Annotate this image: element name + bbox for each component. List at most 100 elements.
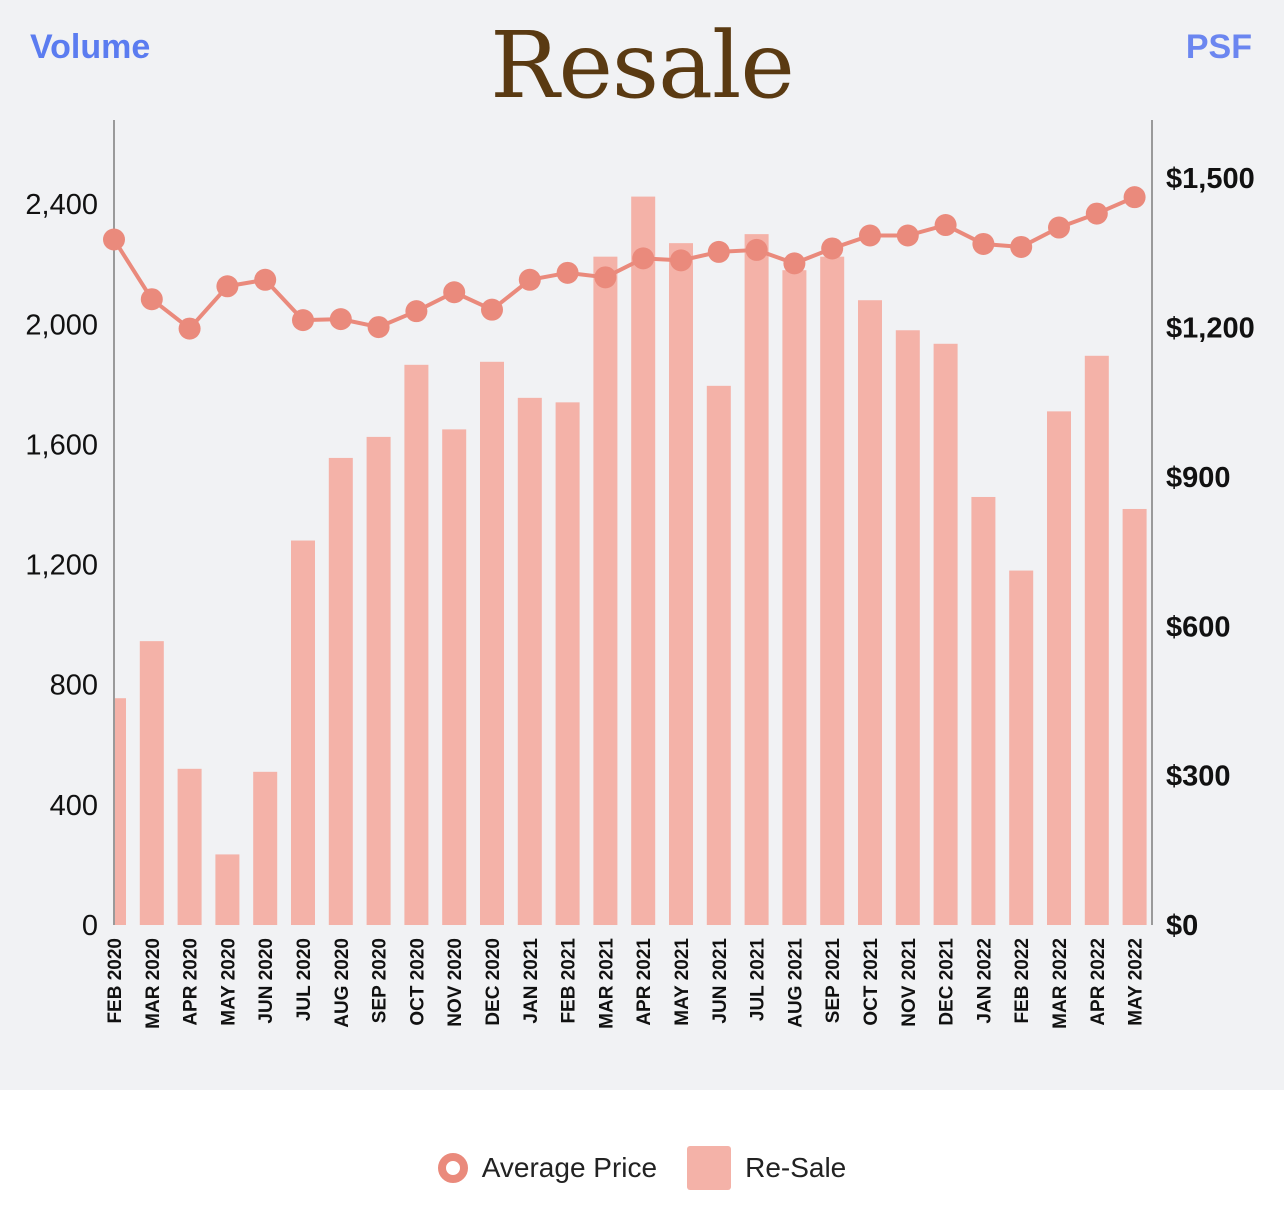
x-tick-label-3: APR 2020 (181, 938, 202, 1026)
bar-2 (139, 641, 164, 925)
x-tick-label-9: OCT 2020 (407, 938, 428, 1026)
x-tick-label-27: APR 2022 (1088, 938, 1109, 1026)
average-price-point-12 (518, 268, 541, 291)
average-price-point-14 (594, 266, 617, 289)
bar-24 (971, 496, 996, 925)
bar-5 (253, 771, 278, 925)
legend-marker-average-price (437, 1153, 468, 1183)
x-tick-label-23: DEC 2021 (937, 938, 958, 1026)
left-tick-label-5: 1,600 (25, 429, 98, 461)
left-tick-label-4: 1,200 (25, 550, 98, 582)
legend-label-average-price: Average Price (481, 1152, 658, 1183)
chart-plot: 0 400 800 1,200 1,600 2,000 2,400 $0 $300 $600 $90… (25, 120, 1255, 1029)
average-price-point-10 (443, 281, 466, 304)
average-price-point-22 (896, 224, 919, 247)
bar-7 (328, 457, 353, 925)
bar-21 (858, 300, 882, 925)
bar-11 (480, 361, 504, 925)
left-tick-label-2: 400 (50, 790, 98, 822)
bar-9 (404, 364, 429, 926)
bar-13 (555, 402, 580, 926)
bar-10 (442, 429, 467, 925)
average-price-point-2 (140, 288, 163, 311)
average-price-point-18 (745, 238, 768, 261)
average-price-point-8 (367, 316, 390, 339)
average-price-point-9 (405, 300, 428, 323)
legend-item-re-sale[interactable]: Re-Sale (687, 1146, 846, 1190)
x-tick-label-22: NOV 2021 (899, 938, 920, 1027)
bar-22 (895, 330, 920, 925)
right-axis-title: PSF (1185, 28, 1252, 66)
average-price-point-27 (1085, 202, 1108, 225)
bar-1 (114, 698, 126, 925)
average-price-point-17 (707, 240, 730, 263)
x-tick-label-7: AUG 2020 (332, 938, 353, 1028)
x-tick-label-14: MAR 2021 (596, 938, 617, 1029)
bar-26 (1047, 411, 1071, 925)
x-tick-label-10: NOV 2020 (445, 938, 466, 1027)
legend-marker-re-sale (687, 1146, 732, 1190)
left-axis-title: Volume (30, 28, 151, 66)
bar-16 (669, 243, 693, 926)
x-tick-label-28: MAY 2022 (1126, 938, 1147, 1026)
bar-28 (1122, 508, 1147, 925)
average-price-point-15 (632, 247, 655, 270)
x-tick-label-18: JUL 2021 (748, 938, 769, 1022)
average-price-point-23 (934, 214, 957, 237)
average-price-point-7 (329, 308, 352, 331)
average-price-point-11 (481, 298, 503, 321)
bar-14 (593, 256, 618, 925)
x-tick-label-26: MAR 2022 (1050, 938, 1071, 1029)
average-price-point-6 (292, 309, 314, 332)
x-tick-label-6: JUL 2020 (294, 938, 315, 1021)
right-tick-label-5: $1,200 (1166, 313, 1255, 345)
left-tick-label-6: 2,000 (25, 309, 98, 341)
average-price-line (112, 195, 1136, 331)
bar-25 (1009, 570, 1034, 925)
x-tick-label-5: JUN 2020 (256, 938, 277, 1024)
average-price-point-26 (1048, 216, 1070, 239)
bar-18 (744, 234, 769, 925)
legend-label-re-sale: Re-Sale (745, 1152, 847, 1183)
x-tick-label-11: DEC 2020 (483, 938, 504, 1026)
average-price-point-28 (1123, 186, 1146, 209)
bar-23 (933, 343, 958, 926)
bar-20 (820, 256, 845, 925)
bar-19 (782, 270, 807, 926)
right-tick-label-4: $900 (1166, 462, 1231, 494)
bar-15 (631, 196, 656, 925)
x-tick-label-13: FEB 2021 (559, 938, 580, 1024)
x-tick-label-4: MAY 2020 (218, 938, 239, 1026)
right-tick-label-3: $600 (1166, 611, 1231, 643)
x-tick-label-8: SEP 2020 (370, 938, 391, 1023)
x-tick-label-2: MAR 2020 (143, 938, 164, 1029)
right-tick-label-2: $300 (1166, 761, 1231, 793)
average-price-point-1 (103, 228, 125, 251)
right-tick-label-1: $0 (1166, 910, 1198, 942)
left-tick-label-3: 800 (50, 670, 98, 702)
average-price-point-25 (1010, 235, 1033, 258)
legend-item-average-price[interactable]: Average Price (437, 1152, 658, 1184)
x-tick-label-15: APR 2021 (634, 938, 655, 1026)
right-tick-label-6: $1,500 (1166, 163, 1255, 195)
x-tick-label-17: JUN 2021 (710, 938, 731, 1024)
average-price-point-21 (859, 224, 881, 247)
average-price-point-24 (972, 232, 995, 255)
legend: Average Price Re-Sale (0, 1140, 1284, 1196)
bar-3 (177, 768, 202, 925)
average-price-point-13 (556, 261, 579, 284)
bar-6 (291, 540, 315, 925)
x-tick-label-20: SEP 2021 (823, 938, 844, 1024)
chart-title: Resale (490, 12, 795, 119)
x-tick-label-16: MAY 2021 (672, 938, 693, 1026)
left-tick-label-1: 0 (82, 910, 98, 942)
x-tick-label-21: OCT 2021 (861, 938, 882, 1026)
average-price-point-19 (783, 252, 806, 275)
x-tick-label-1: FEB 2020 (105, 938, 126, 1024)
average-price-point-5 (254, 268, 277, 291)
x-tick-label-12: JAN 2021 (521, 938, 542, 1024)
average-price-point-4 (216, 275, 239, 298)
bar-4 (215, 854, 240, 925)
bar-12 (517, 397, 542, 925)
